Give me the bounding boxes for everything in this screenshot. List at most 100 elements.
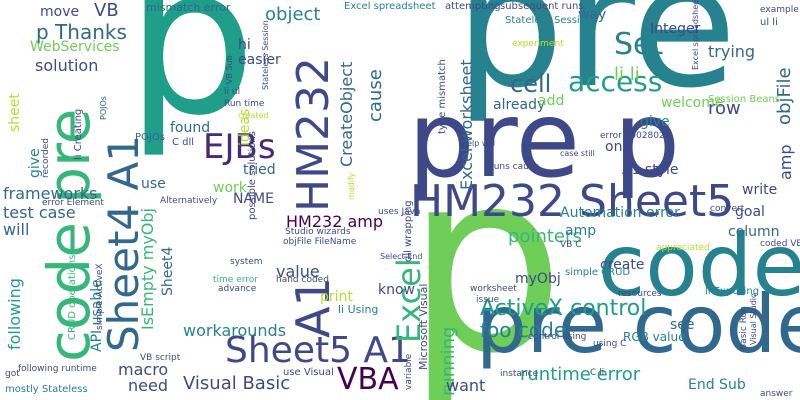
word-sheet5-a1: Sheet5 A1 bbox=[225, 330, 411, 371]
word-stateless-session: Stateless Session bbox=[505, 15, 593, 26]
word-modify: modify bbox=[347, 172, 356, 200]
word-give: give bbox=[640, 114, 670, 130]
word-example: example bbox=[760, 5, 799, 15]
word-object: object bbox=[265, 4, 321, 25]
word-experiment: experiment bbox=[512, 39, 564, 49]
word-set: Set bbox=[614, 27, 664, 62]
word-pointers: pointers bbox=[508, 226, 582, 247]
word-macro: macro bbox=[118, 360, 169, 379]
word-vb: VB bbox=[94, 0, 119, 21]
word-system: system bbox=[230, 257, 263, 267]
word-want: want bbox=[446, 376, 486, 395]
word-hm232-sheet5: HM232 Sheet5 bbox=[410, 176, 735, 227]
word-mismatch-error: mismatch error bbox=[146, 1, 231, 14]
word-session-beans: Session Beans bbox=[708, 94, 781, 105]
word-trying: trying bbox=[708, 42, 756, 61]
word-way: way bbox=[578, 7, 607, 23]
word-pre-code: pre code bbox=[476, 278, 800, 371]
word-amp: amp bbox=[565, 223, 597, 239]
word-issue: issue bbox=[476, 295, 500, 305]
word-welcome: welcome bbox=[661, 95, 724, 111]
word-frameworks: frameworks bbox=[3, 184, 98, 203]
word-recorded: recorded bbox=[41, 138, 51, 178]
word-dll-wrapping: dll wrapping bbox=[403, 200, 414, 262]
word-amp-vertical: amp bbox=[776, 144, 795, 180]
word-help-will: help will bbox=[462, 139, 496, 148]
word-alternatively: Alternatively bbox=[160, 196, 218, 206]
word-li-using: li Using bbox=[338, 303, 379, 316]
word-case-still: case still bbox=[560, 149, 595, 158]
word-uses-java: uses Java bbox=[378, 207, 421, 217]
word-variable: variable bbox=[404, 353, 414, 390]
word-visual-studio: Visual Studio bbox=[749, 293, 758, 345]
word-mostly-stateless: mostly Stateless bbox=[5, 384, 88, 395]
word-got: got bbox=[5, 369, 20, 379]
word-possible-solutions: possible solutions bbox=[247, 131, 258, 220]
word-vb-c: VB C bbox=[560, 240, 582, 250]
word-p-left: p bbox=[126, 0, 257, 161]
word-solution: solution bbox=[35, 56, 99, 75]
word-use-visual: use Visual bbox=[283, 367, 334, 378]
word-end-sub: End Sub bbox=[688, 377, 746, 393]
word-found: found bbox=[170, 120, 211, 136]
word-following-runtime: following runtime bbox=[18, 364, 97, 374]
word-need: need bbox=[128, 376, 168, 395]
word-resources: resources bbox=[618, 289, 662, 299]
word-time-error: time error bbox=[213, 275, 258, 285]
word-control-using: control using bbox=[528, 332, 587, 342]
word-microsoft-visual: Microsoft Visual bbox=[417, 283, 430, 370]
word-rgb-value: RGB value bbox=[623, 330, 686, 344]
word-error-element: error Element bbox=[42, 198, 104, 208]
word-select-end: Select End bbox=[380, 252, 423, 261]
word-hand-coded: hand coded bbox=[276, 275, 329, 285]
word-excel-spreadsheet: Excel spreadsheet bbox=[344, 1, 436, 12]
word-give-vertical: give bbox=[27, 148, 43, 178]
word-vb-script: VB script bbox=[140, 353, 181, 363]
word-see: see bbox=[670, 317, 695, 333]
word-following: following bbox=[5, 278, 24, 350]
word-c-li: C li bbox=[590, 368, 605, 378]
word-instance: instance bbox=[500, 369, 539, 379]
word-created: created bbox=[238, 111, 269, 120]
word-sheet4: Sheet4 bbox=[160, 246, 176, 296]
word-p-thanks: p Thanks bbox=[36, 20, 127, 44]
word-simple-crud: simple CRUD bbox=[565, 267, 631, 278]
word-workarounds: workarounds bbox=[183, 321, 287, 340]
word-ejbs: EJBs bbox=[203, 127, 276, 167]
word-integer: Integer bbox=[650, 21, 701, 37]
word-create: create bbox=[600, 257, 645, 273]
word-vba: VBA bbox=[337, 362, 399, 397]
word-createobject: CreateObject bbox=[337, 61, 356, 167]
word-crud-operations: CRUD operations bbox=[67, 254, 78, 340]
word-worksheet: worksheet bbox=[470, 284, 517, 294]
word-answer: answer bbox=[760, 389, 793, 399]
word-will: will bbox=[3, 220, 30, 239]
word-access: access bbox=[568, 65, 663, 98]
word-print: print bbox=[320, 289, 353, 305]
word-excel-spreadsheet-v: Excel spreadsheet bbox=[691, 0, 700, 70]
word-name: NAME bbox=[233, 191, 274, 207]
word-cause: cause bbox=[365, 69, 386, 122]
word-value: value bbox=[276, 262, 320, 281]
word-isempty-myobj: IsEmpty myObj bbox=[138, 208, 157, 330]
word-li-ul: li ul bbox=[224, 87, 241, 97]
word-pre-top: pre bbox=[455, 0, 737, 126]
word-type-mismatch: type mismatch bbox=[437, 59, 448, 134]
word-runtime-error: runtime error bbox=[520, 364, 641, 385]
word-using-c: using C bbox=[593, 339, 627, 349]
word-code: code bbox=[598, 216, 800, 316]
word-sheet: sheet bbox=[7, 93, 23, 132]
word-webservices: WebServices bbox=[30, 39, 120, 55]
word-know: know bbox=[378, 282, 415, 298]
word-a1: A1 bbox=[286, 277, 340, 338]
word-appreciated: appreciated bbox=[656, 243, 710, 253]
word-li-creating: li Creating bbox=[73, 108, 84, 160]
word-hm232-vertical: HM232 bbox=[288, 56, 339, 212]
word-write: write bbox=[742, 182, 778, 198]
word-objfile-filename: objFile FileName bbox=[283, 237, 357, 247]
word-pojos: POJOs bbox=[135, 132, 165, 143]
word-pojos-v: POJOs bbox=[99, 96, 108, 120]
word-error-8002802b: error 8002802b bbox=[600, 131, 671, 141]
word-convert: convert bbox=[710, 204, 745, 214]
